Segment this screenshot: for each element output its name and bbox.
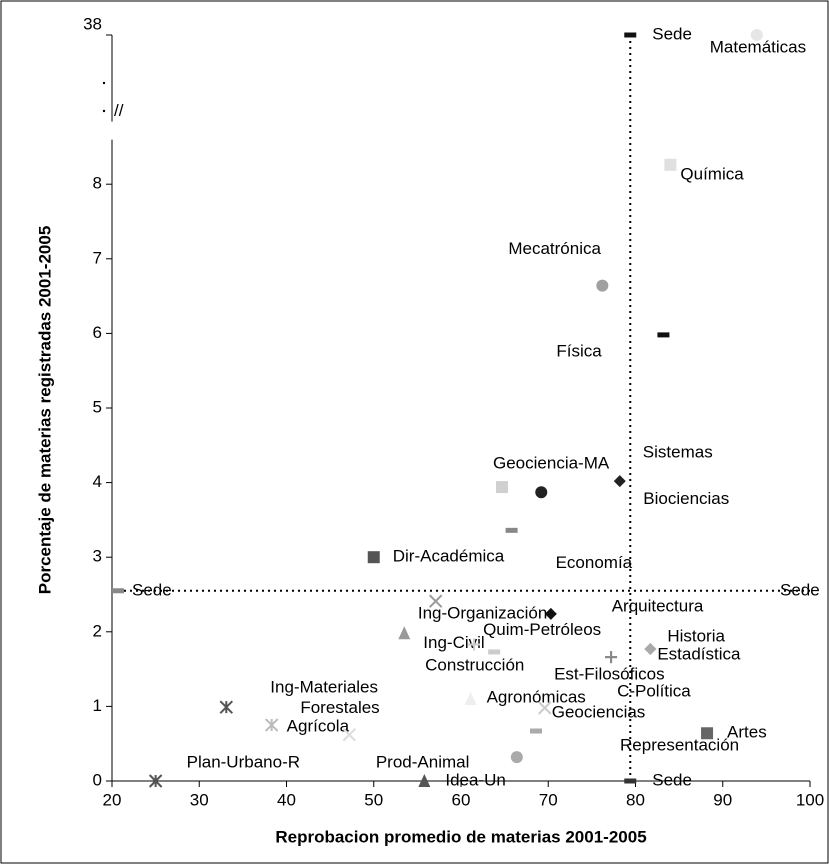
point-label: Quim-Petróleos [483,620,601,639]
x-tick-label: 30 [190,790,209,809]
point-label: Química [680,164,744,183]
point-label: Artes [727,723,767,742]
y-tick-label: 5 [93,397,102,416]
point-label: Forestales [300,698,379,717]
point-label: Geociencia-MA [493,454,610,473]
y-tick-label: 0 [93,770,102,789]
point-label: Ing-Civil [423,633,484,652]
reference-label: Sede [780,580,820,599]
point [505,527,518,533]
point-label: Geociencias [552,702,646,721]
x-tick-label: 50 [364,790,383,809]
reference-label: Sede [652,770,692,789]
point [264,718,279,732]
reference-end-marker [112,588,124,594]
point-label: Arquitectura [612,597,704,616]
x-tick-label: 20 [103,790,122,809]
point-label: Construcción [425,655,524,674]
point-label: Mecatrónica [508,239,601,258]
y-tick-label: 3 [93,547,102,566]
point [644,642,657,655]
point [488,649,501,655]
y-tick-label: 8 [93,174,102,193]
point [538,701,552,715]
point [342,728,357,742]
point [468,638,481,651]
point [367,551,380,564]
point [530,728,543,734]
reference-label: Sede [132,580,172,599]
point-label: Prod-Animal [376,753,470,772]
y-tick-label: 7 [93,248,102,267]
point [418,774,431,787]
x-tick-label: 60 [452,790,471,809]
point [510,751,523,764]
point-label: Ing-Organización [418,603,547,622]
point [428,594,443,608]
point-label: Idea-Un [445,770,505,789]
y-axis-title: Porcentaje de materias registradas 2001-… [35,226,54,595]
point [496,481,509,494]
point-label: Biociencias [643,489,729,508]
point [464,691,477,705]
point-label: Ing-Materiales [270,678,378,697]
point-label: C-Política [617,682,691,701]
point [596,279,609,292]
x-tick-label: 90 [713,790,732,809]
y-tick-label: 38 [83,14,102,33]
point [664,158,677,171]
x-tick-label: 100 [796,790,824,809]
point [750,29,763,41]
point-label: Sistemas [643,443,713,462]
y-break-label: // [114,101,124,120]
point [544,607,557,620]
point-label: Matemáticas [710,37,806,56]
reference-end-marker [624,32,637,38]
point-label: Dir-Académica [393,547,505,566]
point-label: Física [556,341,602,360]
point-label: Agronómicas [487,687,586,706]
point-label: Economía [556,553,633,572]
point-label: Historia [667,626,725,645]
x-tick-label: 80 [626,790,645,809]
x-tick-label: 40 [277,790,296,809]
break-dot [102,109,106,113]
break-dot [102,81,106,85]
y-tick-label: 2 [93,621,102,640]
point [219,700,234,714]
point [535,486,548,499]
reference-label: Sede [652,24,692,43]
x-tick-label: 70 [539,790,558,809]
point-label: Est-Filosóficos [554,665,665,684]
point [605,651,618,664]
y-tick-label: 4 [93,472,102,491]
reference-end-marker [624,778,637,784]
point [398,626,411,640]
x-axis-title: Reprobacion promedio de materias 2001-20… [275,827,646,846]
y-tick-label: 1 [93,696,102,715]
point-label: Estadística [657,644,741,663]
point [657,332,670,338]
point [613,475,626,488]
point-label: Agrícola [287,717,350,736]
point-label: Representación [620,736,739,755]
point-label: Plan-Urbano-R [187,752,300,771]
point [148,774,163,788]
point [701,727,714,740]
y-tick-label: 6 [93,323,102,342]
